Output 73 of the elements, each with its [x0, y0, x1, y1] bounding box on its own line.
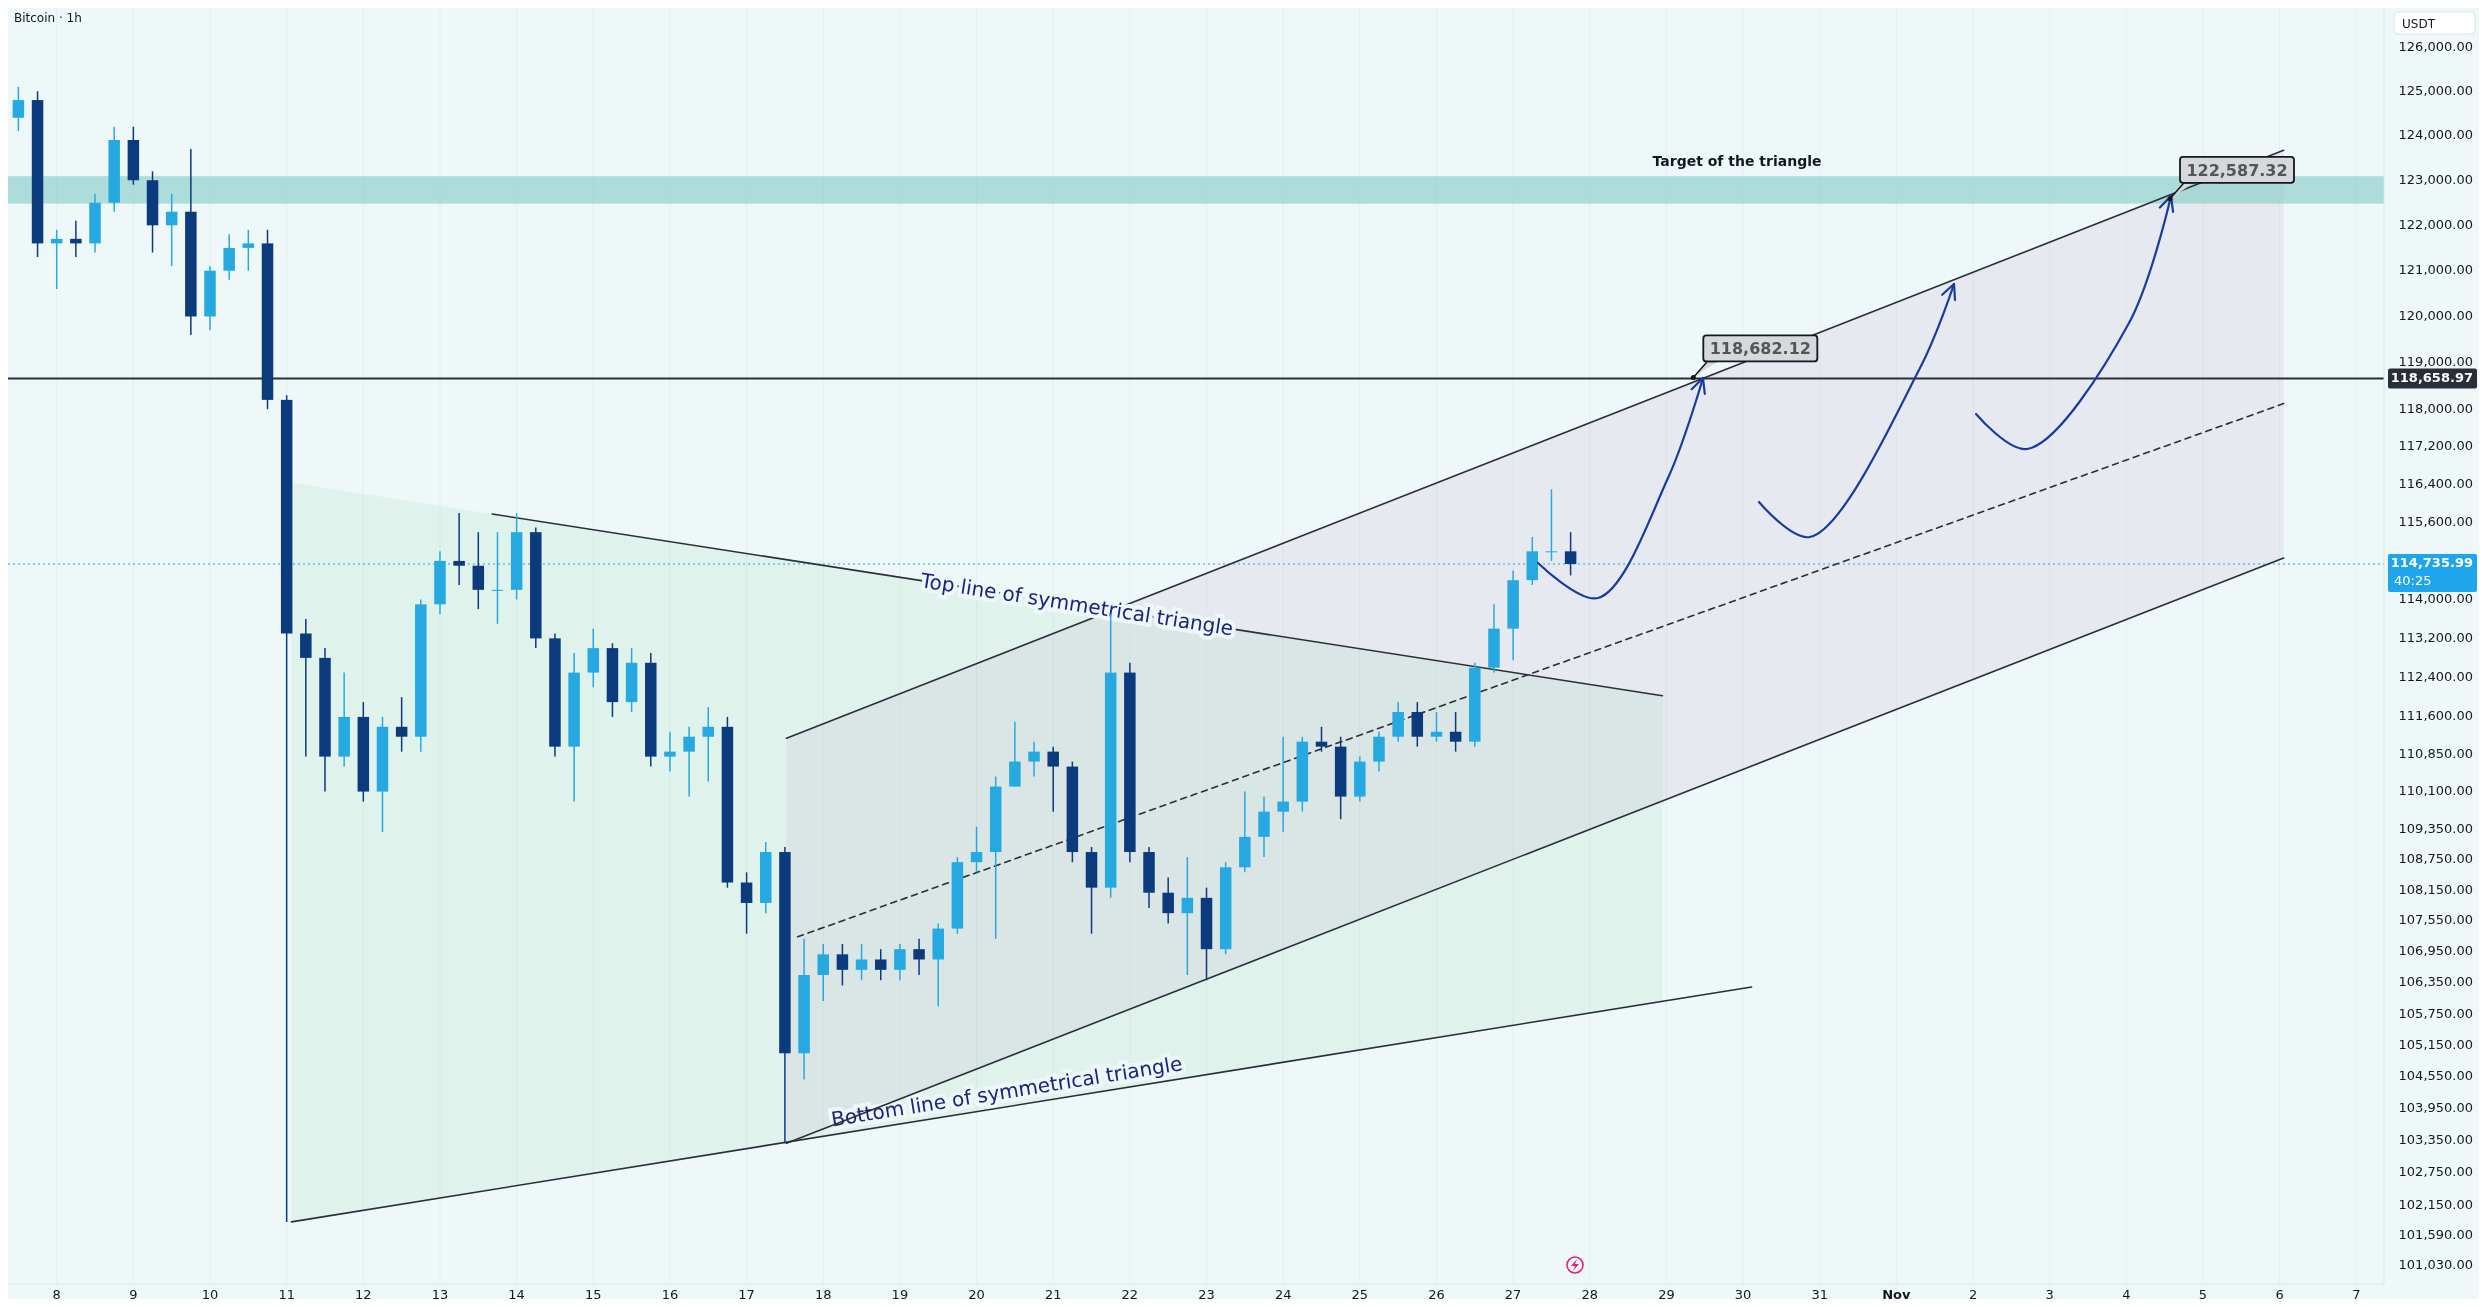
- annotation: Target of the triangle: [1652, 153, 1822, 170]
- x-tick-label: 31: [1811, 1286, 1829, 1302]
- y-tick-label: 103,950.00: [2398, 1100, 2473, 1116]
- x-tick-label: 7: [2352, 1286, 2361, 1302]
- x-tick-label: 28: [1581, 1286, 1599, 1302]
- y-tick-label: 107,550.00: [2398, 912, 2473, 928]
- x-tick-label: 8: [52, 1286, 61, 1302]
- x-tick-label: 10: [201, 1286, 219, 1302]
- x-tick-label: 11: [278, 1286, 295, 1302]
- x-tick-label: 12: [355, 1286, 372, 1302]
- y-tick-label: 110,850.00: [2398, 745, 2473, 761]
- y-tick-label: 111,600.00: [2398, 708, 2473, 724]
- x-tick-label: 9: [129, 1286, 138, 1302]
- x-tick-label: 15: [585, 1286, 602, 1302]
- ref-line-label: 114,735.99: [2390, 555, 2473, 571]
- text: 40:25: [2394, 573, 2432, 589]
- x-tick-label: 22: [1121, 1286, 1139, 1302]
- y-tick-label: 102,750.00: [2398, 1164, 2473, 1180]
- y-tick-label: 106,350.00: [2398, 974, 2473, 990]
- y-tick-label: 122,000.00: [2398, 216, 2473, 232]
- y-tick-label: 102,150.00: [2398, 1196, 2473, 1212]
- x-tick-label: 4: [2122, 1286, 2131, 1302]
- y-tick-label: 123,000.00: [2398, 171, 2473, 187]
- y-axis-title: USDT: [2402, 16, 2436, 31]
- y-tick-label: 116,400.00: [2398, 476, 2473, 492]
- y-tick-label: 112,400.00: [2398, 669, 2473, 684]
- ref-line-label: 118,658.97: [2390, 369, 2473, 385]
- x-tick-label: 16: [661, 1286, 679, 1302]
- y-tick-label: 117,200.00: [2398, 438, 2473, 454]
- x-tick-label: 18: [814, 1286, 832, 1302]
- y-tick-label: 119,000.00: [2398, 354, 2473, 370]
- y-tick-label: 108,750.00: [2398, 851, 2473, 867]
- y-tick-label: 105,750.00: [2398, 1005, 2473, 1021]
- x-tick-label: 6: [2275, 1286, 2284, 1302]
- y-tick-label: 108,150.00: [2398, 881, 2473, 897]
- y-tick-label: 121,000.00: [2398, 262, 2473, 278]
- x-tick-label: 20: [968, 1286, 985, 1302]
- x-tick-label: 3: [2045, 1286, 2054, 1302]
- y-tick-label: 101,590.00: [2398, 1226, 2473, 1242]
- y-tick-label: 110,100.00: [2398, 783, 2473, 799]
- x-tick-label: 26: [1428, 1286, 1445, 1302]
- x-tick-label: 5: [2198, 1286, 2208, 1302]
- y-tick-label: 120,000.00: [2398, 307, 2473, 323]
- x-tick-label: 2: [1968, 1286, 1978, 1302]
- y-tick-label: 125,000.00: [2398, 82, 2473, 98]
- x-tick-label: 19: [891, 1286, 909, 1302]
- y-tick-label: 103,350.00: [2398, 1132, 2473, 1148]
- x-tick-label: 21: [1044, 1286, 1062, 1302]
- y-tick-label: 101,030.00: [2398, 1257, 2473, 1273]
- x-tick-label: 27: [1504, 1286, 1522, 1302]
- x-tick-label: 17: [738, 1286, 755, 1302]
- chart-title: Bitcoin · 1h: [14, 11, 82, 25]
- annotation: 122,587.32: [2186, 160, 2288, 180]
- annotation: Top line of symmetrical triangle: [918, 568, 1235, 641]
- x-tick-label: 24: [1274, 1286, 1292, 1302]
- y-tick-label: 113,200.00: [2398, 629, 2473, 645]
- y-tick-label: 114,000.00: [2398, 591, 2473, 607]
- y-tick-label: 105,150.00: [2398, 1036, 2473, 1052]
- x-tick-label: Nov: [1882, 1286, 1912, 1302]
- x-tick-label: 25: [1351, 1286, 1369, 1302]
- x-tick-label: 14: [508, 1286, 525, 1302]
- y-tick-label: 126,000.00: [2398, 38, 2473, 54]
- x-tick-label: 30: [1734, 1286, 1752, 1302]
- x-tick-label: 23: [1198, 1286, 1215, 1302]
- x-tick-label: 13: [431, 1286, 449, 1302]
- y-tick-label: 118,000.00: [2398, 400, 2473, 416]
- y-tick-label: 109,350.00: [2398, 820, 2473, 836]
- y-tick-label: 106,950.00: [2398, 943, 2473, 959]
- annotation: 118,682.12: [1709, 339, 1811, 359]
- y-tick-label: 124,000.00: [2398, 127, 2473, 143]
- x-tick-label: 29: [1658, 1286, 1675, 1302]
- y-tick-label: 115,600.00: [2398, 514, 2473, 530]
- y-tick-label: 104,550.00: [2398, 1068, 2473, 1084]
